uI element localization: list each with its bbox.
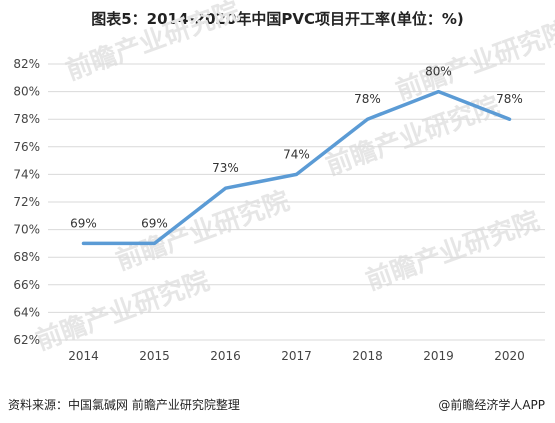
y-tick-label: 80% [13,85,40,99]
y-tick-label: 78% [13,112,40,126]
watermark-text: 前瞻产业研究院 [322,90,504,181]
series-layer [81,89,512,246]
x-tick-label: 2017 [281,349,312,363]
y-tick-label: 74% [13,167,40,181]
y-axis-ticks: 62% 64% 66% 68% 70% 72% 74% 76% 78% 80% 82% [13,57,40,347]
y-tick-label: 72% [13,195,40,209]
data-label: 78% [496,92,523,106]
y-tick-label: 66% [13,278,40,292]
y-tick-label: 76% [13,140,40,154]
watermark-text: 前瞻产业研究院 [362,205,544,296]
x-tick-label: 2014 [68,349,99,363]
y-tick-label: 62% [13,333,40,347]
brand-credit: @前瞻经济学人APP [438,398,545,412]
x-axis-ticks: 2014 2015 2016 2017 2018 2019 2020 [68,349,525,363]
y-tick-label: 82% [13,57,40,71]
x-tick-label: 2015 [139,349,170,363]
data-labels: 69% 69% 73% 74% 78% 80% 78% [70,65,523,231]
data-label: 80% [425,65,452,79]
data-label: 73% [212,161,239,175]
watermark-text: 前瞻产业研究院 [392,15,555,106]
y-tick-label: 68% [13,250,40,264]
gridlines [48,63,545,341]
x-tick-label: 2020 [494,349,525,363]
data-label: 74% [283,147,310,161]
x-tick-label: 2018 [352,349,383,363]
watermark-text: 前瞻产业研究院 [62,0,244,87]
watermark-text: 前瞻产业研究院 [32,265,214,356]
y-tick-label: 64% [13,305,40,319]
chart-title: 图表5：2014-2020年中国PVC项目开工率(单位：%) [91,10,464,28]
data-label: 69% [70,216,97,230]
data-label: 69% [141,216,168,230]
series-line [81,89,512,246]
source-note: 资料来源：中国氯碱网 前瞻产业研究院整理 [8,398,240,412]
watermark-text: 前瞻产业研究院 [112,185,294,276]
data-label: 78% [354,92,381,106]
x-tick-label: 2016 [210,349,241,363]
y-tick-label: 70% [13,223,40,237]
x-tick-label: 2019 [423,349,454,363]
